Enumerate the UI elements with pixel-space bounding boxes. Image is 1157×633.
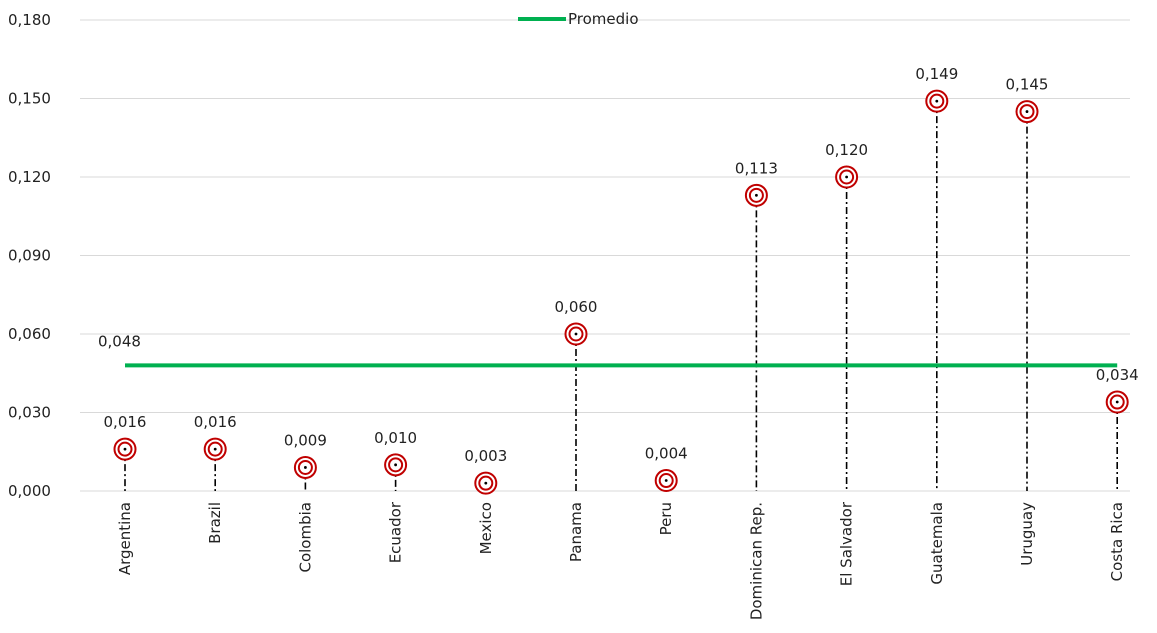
legend: Promedio — [518, 10, 639, 28]
drop-lines — [124, 101, 1118, 491]
legend-label-promedio: Promedio — [568, 10, 639, 28]
data-points — [113, 89, 1129, 495]
average-line-group: 0,048 — [98, 332, 1118, 368]
data-label: 0,113 — [735, 159, 778, 177]
data-point — [203, 437, 227, 461]
y-tick-label: 0,120 — [8, 168, 51, 186]
x-tick-label: Ecuador — [387, 501, 405, 563]
data-point — [654, 469, 678, 493]
y-axis-tick-labels: 0,000 0,030 0,060 0,090 0,120 0,150 0,180 — [8, 11, 51, 500]
data-point — [835, 165, 859, 189]
average-line-label: 0,048 — [98, 332, 141, 350]
data-point — [293, 455, 317, 479]
x-tick-label: Mexico — [477, 502, 495, 554]
data-label: 0,060 — [555, 298, 598, 316]
x-tick-label: Peru — [657, 502, 675, 535]
x-tick-label: Dominican Rep. — [747, 502, 765, 620]
data-label: 0,016 — [194, 413, 237, 431]
x-tick-label: Costa Rica — [1108, 502, 1126, 581]
data-point — [474, 471, 498, 495]
gridlines — [80, 19, 1130, 492]
x-tick-label: Argentina — [116, 502, 134, 575]
data-label: 0,034 — [1096, 366, 1139, 384]
x-axis-tick-labels: Argentina Brazil Colombia Ecuador Mexico Pana… — [116, 501, 1126, 620]
x-tick-label: Guatemala — [928, 502, 946, 585]
y-tick-label: 0,000 — [8, 482, 51, 500]
data-point — [744, 183, 768, 207]
data-point — [1105, 390, 1129, 414]
x-tick-label: Colombia — [296, 502, 314, 573]
x-tick-label: Brazil — [206, 502, 224, 544]
data-point — [564, 322, 588, 346]
y-tick-label: 0,060 — [8, 325, 51, 343]
data-labels: 0,016 0,016 0,009 0,010 0,003 0,060 0,004 0,113… — [104, 65, 1139, 465]
data-point — [113, 437, 137, 461]
x-tick-label: El Salvador — [838, 501, 856, 586]
data-label: 0,016 — [104, 413, 147, 431]
data-label: 0,149 — [915, 65, 958, 83]
y-tick-label: 0,030 — [8, 404, 51, 422]
x-tick-label: Uruguay — [1018, 502, 1036, 566]
data-point — [384, 453, 408, 477]
data-label: 0,004 — [645, 445, 688, 463]
x-tick-label: Panama — [567, 502, 585, 562]
y-tick-label: 0,090 — [8, 247, 51, 265]
y-tick-label: 0,180 — [8, 11, 51, 29]
data-label: 0,003 — [464, 447, 507, 465]
data-label: 0,145 — [1006, 76, 1049, 94]
data-point — [1015, 100, 1039, 124]
data-label: 0,120 — [825, 141, 868, 159]
data-point — [925, 89, 949, 113]
data-label: 0,009 — [284, 431, 327, 449]
data-label: 0,010 — [374, 429, 417, 447]
y-tick-label: 0,150 — [8, 90, 51, 108]
